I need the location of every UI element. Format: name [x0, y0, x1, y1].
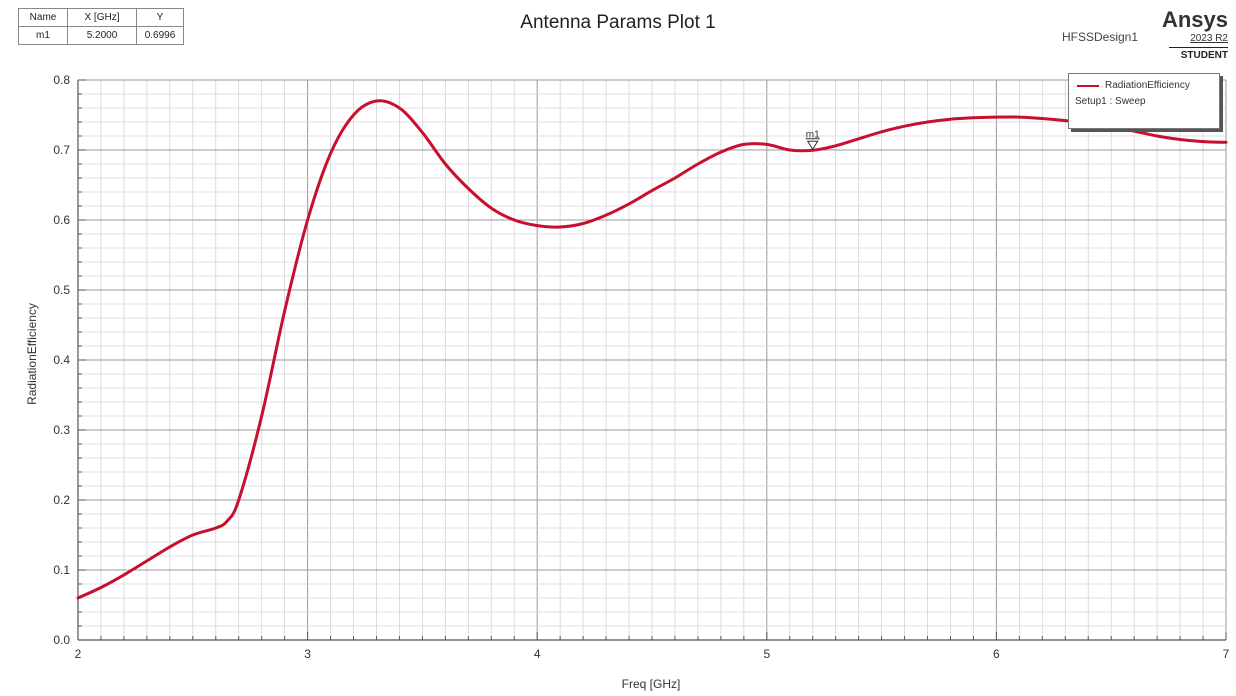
brand-version: 2023 R2	[1190, 33, 1228, 44]
x-tick-label: 7	[1223, 647, 1230, 661]
legend[interactable]: RadiationEfficiency Setup1 : Sweep	[1068, 73, 1220, 129]
legend-swatch	[1077, 85, 1099, 87]
y-tick-label: 0.2	[53, 493, 70, 507]
marker-layer[interactable]: m1	[806, 129, 820, 151]
marker-table-header: Name X [GHz] Y	[18, 8, 184, 27]
x-tick-label: 3	[304, 647, 311, 661]
y-axis-label: RadiationEfficiency	[25, 303, 39, 405]
marker-table-row[interactable]: m1 5.2000 0.6996	[18, 26, 184, 45]
marker-label: m1	[806, 129, 820, 140]
series-layer	[76, 99, 1228, 600]
brand-name: Ansys	[1161, 7, 1228, 32]
x-tick-label: 6	[993, 647, 1000, 661]
marker-row-y: 0.6996	[136, 26, 184, 45]
brand-edition: STUDENT	[1168, 47, 1228, 64]
x-tick-label: 2	[75, 647, 82, 661]
y-tick-label: 0.3	[53, 423, 70, 437]
marker-triangle[interactable]	[806, 140, 819, 151]
y-tick-label: 0.5	[53, 283, 70, 297]
grid-lines	[77, 79, 1227, 641]
legend-setup-label: Setup1 : Sweep	[1075, 96, 1146, 107]
y-tick-label: 0.1	[53, 563, 70, 577]
marker-table: Name X [GHz] Y m1 5.2000 0.6996	[18, 8, 184, 45]
y-tick-label: 0.7	[53, 143, 70, 157]
axes	[77, 79, 1227, 641]
marker-row-x: 5.2000	[67, 26, 137, 45]
design-name: HFSSDesign1	[1061, 30, 1138, 44]
series-line-radiation-efficiency[interactable]	[76, 99, 1228, 600]
y-tick-label: 0.4	[53, 353, 70, 367]
tick-labels: 2 3 4 5 6 7 0.0 0.1 0.2 0.3 0.4 0.5 0.6 0.7 0.8	[53, 73, 1229, 661]
y-tick-label: 0.6	[53, 213, 70, 227]
y-tick-label: 0.8	[53, 73, 70, 87]
x-tick-label: 4	[534, 647, 541, 661]
ansys-logo: Ansys 2023 R2 STUDENT	[1132, 8, 1228, 64]
x-axis-label: Freq [GHz]	[621, 677, 681, 691]
plot-title: Antenna Params Plot 1	[520, 12, 716, 33]
x-tick-label: 5	[763, 647, 770, 661]
y-tick-label: 0.0	[53, 633, 70, 647]
legend-entry[interactable]: RadiationEfficiency	[1075, 80, 1215, 94]
legend-series-label: RadiationEfficiency	[1105, 80, 1190, 91]
